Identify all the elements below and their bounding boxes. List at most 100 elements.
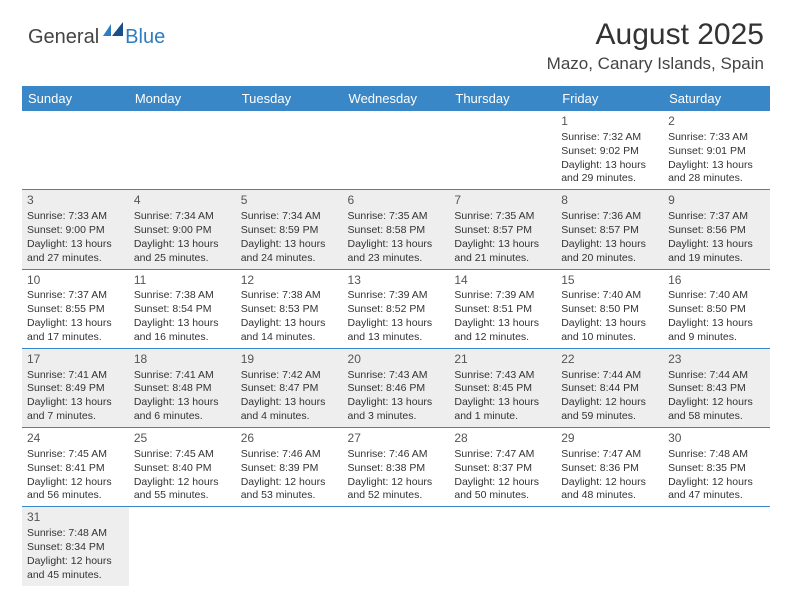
sunset-line: Sunset: 8:37 PM	[454, 462, 551, 476]
day-number: 31	[27, 510, 124, 526]
calendar-cell: 6Sunrise: 7:35 AMSunset: 8:58 PMDaylight…	[343, 190, 450, 269]
calendar-cell: 11Sunrise: 7:38 AMSunset: 8:54 PMDayligh…	[129, 269, 236, 348]
calendar-cell: 26Sunrise: 7:46 AMSunset: 8:39 PMDayligh…	[236, 428, 343, 507]
sunset-line: Sunset: 8:43 PM	[668, 382, 765, 396]
sunset-line: Sunset: 8:52 PM	[348, 303, 445, 317]
day-number: 1	[561, 114, 658, 130]
sunset-line: Sunset: 8:53 PM	[241, 303, 338, 317]
day-number: 27	[348, 431, 445, 447]
day-header: Thursday	[449, 86, 556, 111]
calendar-row: 24Sunrise: 7:45 AMSunset: 8:41 PMDayligh…	[22, 428, 770, 507]
daylight-line: Daylight: 13 hours and 17 minutes.	[27, 317, 124, 345]
calendar-cell: 3Sunrise: 7:33 AMSunset: 9:00 PMDaylight…	[22, 190, 129, 269]
daylight-line: Daylight: 12 hours and 58 minutes.	[668, 396, 765, 424]
sunset-line: Sunset: 8:54 PM	[134, 303, 231, 317]
day-number: 8	[561, 193, 658, 209]
daylight-line: Daylight: 13 hours and 3 minutes.	[348, 396, 445, 424]
calendar-row: 10Sunrise: 7:37 AMSunset: 8:55 PMDayligh…	[22, 269, 770, 348]
sunset-line: Sunset: 8:35 PM	[668, 462, 765, 476]
sunrise-line: Sunrise: 7:33 AM	[668, 131, 765, 145]
calendar-cell	[449, 111, 556, 190]
day-number: 16	[668, 273, 765, 289]
daylight-line: Daylight: 13 hours and 13 minutes.	[348, 317, 445, 345]
day-number: 24	[27, 431, 124, 447]
day-number: 4	[134, 193, 231, 209]
sunrise-line: Sunrise: 7:44 AM	[668, 369, 765, 383]
sunset-line: Sunset: 8:34 PM	[27, 541, 124, 555]
calendar-cell: 25Sunrise: 7:45 AMSunset: 8:40 PMDayligh…	[129, 428, 236, 507]
sunrise-line: Sunrise: 7:46 AM	[241, 448, 338, 462]
sunset-line: Sunset: 8:50 PM	[561, 303, 658, 317]
daylight-line: Daylight: 12 hours and 45 minutes.	[27, 555, 124, 583]
calendar-cell: 2Sunrise: 7:33 AMSunset: 9:01 PMDaylight…	[663, 111, 770, 190]
daylight-line: Daylight: 12 hours and 48 minutes.	[561, 476, 658, 504]
sunset-line: Sunset: 8:45 PM	[454, 382, 551, 396]
sunrise-line: Sunrise: 7:42 AM	[241, 369, 338, 383]
location-subtitle: Mazo, Canary Islands, Spain	[547, 54, 764, 74]
sunrise-line: Sunrise: 7:35 AM	[454, 210, 551, 224]
daylight-line: Daylight: 13 hours and 28 minutes.	[668, 159, 765, 187]
title-block: August 2025 Mazo, Canary Islands, Spain	[547, 18, 764, 74]
sunset-line: Sunset: 8:57 PM	[561, 224, 658, 238]
calendar-cell	[343, 507, 450, 586]
calendar-cell: 5Sunrise: 7:34 AMSunset: 8:59 PMDaylight…	[236, 190, 343, 269]
day-number: 15	[561, 273, 658, 289]
logo-text-general: General	[28, 26, 99, 49]
sunrise-line: Sunrise: 7:40 AM	[668, 289, 765, 303]
sunrise-line: Sunrise: 7:37 AM	[668, 210, 765, 224]
day-number: 5	[241, 193, 338, 209]
calendar-cell: 19Sunrise: 7:42 AMSunset: 8:47 PMDayligh…	[236, 348, 343, 427]
sunset-line: Sunset: 8:40 PM	[134, 462, 231, 476]
calendar-cell: 12Sunrise: 7:38 AMSunset: 8:53 PMDayligh…	[236, 269, 343, 348]
day-number: 7	[454, 193, 551, 209]
sunrise-line: Sunrise: 7:39 AM	[348, 289, 445, 303]
day-number: 11	[134, 273, 231, 289]
day-number: 9	[668, 193, 765, 209]
daylight-line: Daylight: 13 hours and 20 minutes.	[561, 238, 658, 266]
calendar-cell: 15Sunrise: 7:40 AMSunset: 8:50 PMDayligh…	[556, 269, 663, 348]
daylight-line: Daylight: 13 hours and 6 minutes.	[134, 396, 231, 424]
calendar-row: 17Sunrise: 7:41 AMSunset: 8:49 PMDayligh…	[22, 348, 770, 427]
calendar-cell	[343, 111, 450, 190]
daylight-line: Daylight: 12 hours and 52 minutes.	[348, 476, 445, 504]
day-number: 20	[348, 352, 445, 368]
sunset-line: Sunset: 8:50 PM	[668, 303, 765, 317]
logo: General Blue	[28, 26, 165, 49]
calendar-cell: 21Sunrise: 7:43 AMSunset: 8:45 PMDayligh…	[449, 348, 556, 427]
day-number: 6	[348, 193, 445, 209]
daylight-line: Daylight: 13 hours and 7 minutes.	[27, 396, 124, 424]
day-header: Friday	[556, 86, 663, 111]
sunrise-line: Sunrise: 7:35 AM	[348, 210, 445, 224]
calendar-cell	[663, 507, 770, 586]
sunrise-line: Sunrise: 7:44 AM	[561, 369, 658, 383]
daylight-line: Daylight: 13 hours and 25 minutes.	[134, 238, 231, 266]
day-number: 29	[561, 431, 658, 447]
daylight-line: Daylight: 12 hours and 47 minutes.	[668, 476, 765, 504]
month-title: August 2025	[547, 18, 764, 52]
daylight-line: Daylight: 12 hours and 56 minutes.	[27, 476, 124, 504]
calendar-cell: 29Sunrise: 7:47 AMSunset: 8:36 PMDayligh…	[556, 428, 663, 507]
sunrise-line: Sunrise: 7:45 AM	[134, 448, 231, 462]
daylight-line: Daylight: 12 hours and 50 minutes.	[454, 476, 551, 504]
calendar-cell: 4Sunrise: 7:34 AMSunset: 9:00 PMDaylight…	[129, 190, 236, 269]
day-header: Sunday	[22, 86, 129, 111]
daylight-line: Daylight: 13 hours and 10 minutes.	[561, 317, 658, 345]
day-header: Monday	[129, 86, 236, 111]
calendar-cell: 18Sunrise: 7:41 AMSunset: 8:48 PMDayligh…	[129, 348, 236, 427]
calendar-cell	[449, 507, 556, 586]
daylight-line: Daylight: 13 hours and 4 minutes.	[241, 396, 338, 424]
day-header-row: SundayMondayTuesdayWednesdayThursdayFrid…	[22, 86, 770, 111]
calendar-table: SundayMondayTuesdayWednesdayThursdayFrid…	[22, 86, 770, 586]
daylight-line: Daylight: 12 hours and 55 minutes.	[134, 476, 231, 504]
sunset-line: Sunset: 8:39 PM	[241, 462, 338, 476]
sunset-line: Sunset: 8:38 PM	[348, 462, 445, 476]
sunset-line: Sunset: 9:01 PM	[668, 145, 765, 159]
sunrise-line: Sunrise: 7:41 AM	[134, 369, 231, 383]
sunset-line: Sunset: 9:02 PM	[561, 145, 658, 159]
page-header: General Blue August 2025 Mazo, Canary Is…	[0, 0, 792, 80]
sunset-line: Sunset: 8:36 PM	[561, 462, 658, 476]
daylight-line: Daylight: 13 hours and 27 minutes.	[27, 238, 124, 266]
day-number: 2	[668, 114, 765, 130]
sunset-line: Sunset: 9:00 PM	[27, 224, 124, 238]
calendar-cell: 23Sunrise: 7:44 AMSunset: 8:43 PMDayligh…	[663, 348, 770, 427]
